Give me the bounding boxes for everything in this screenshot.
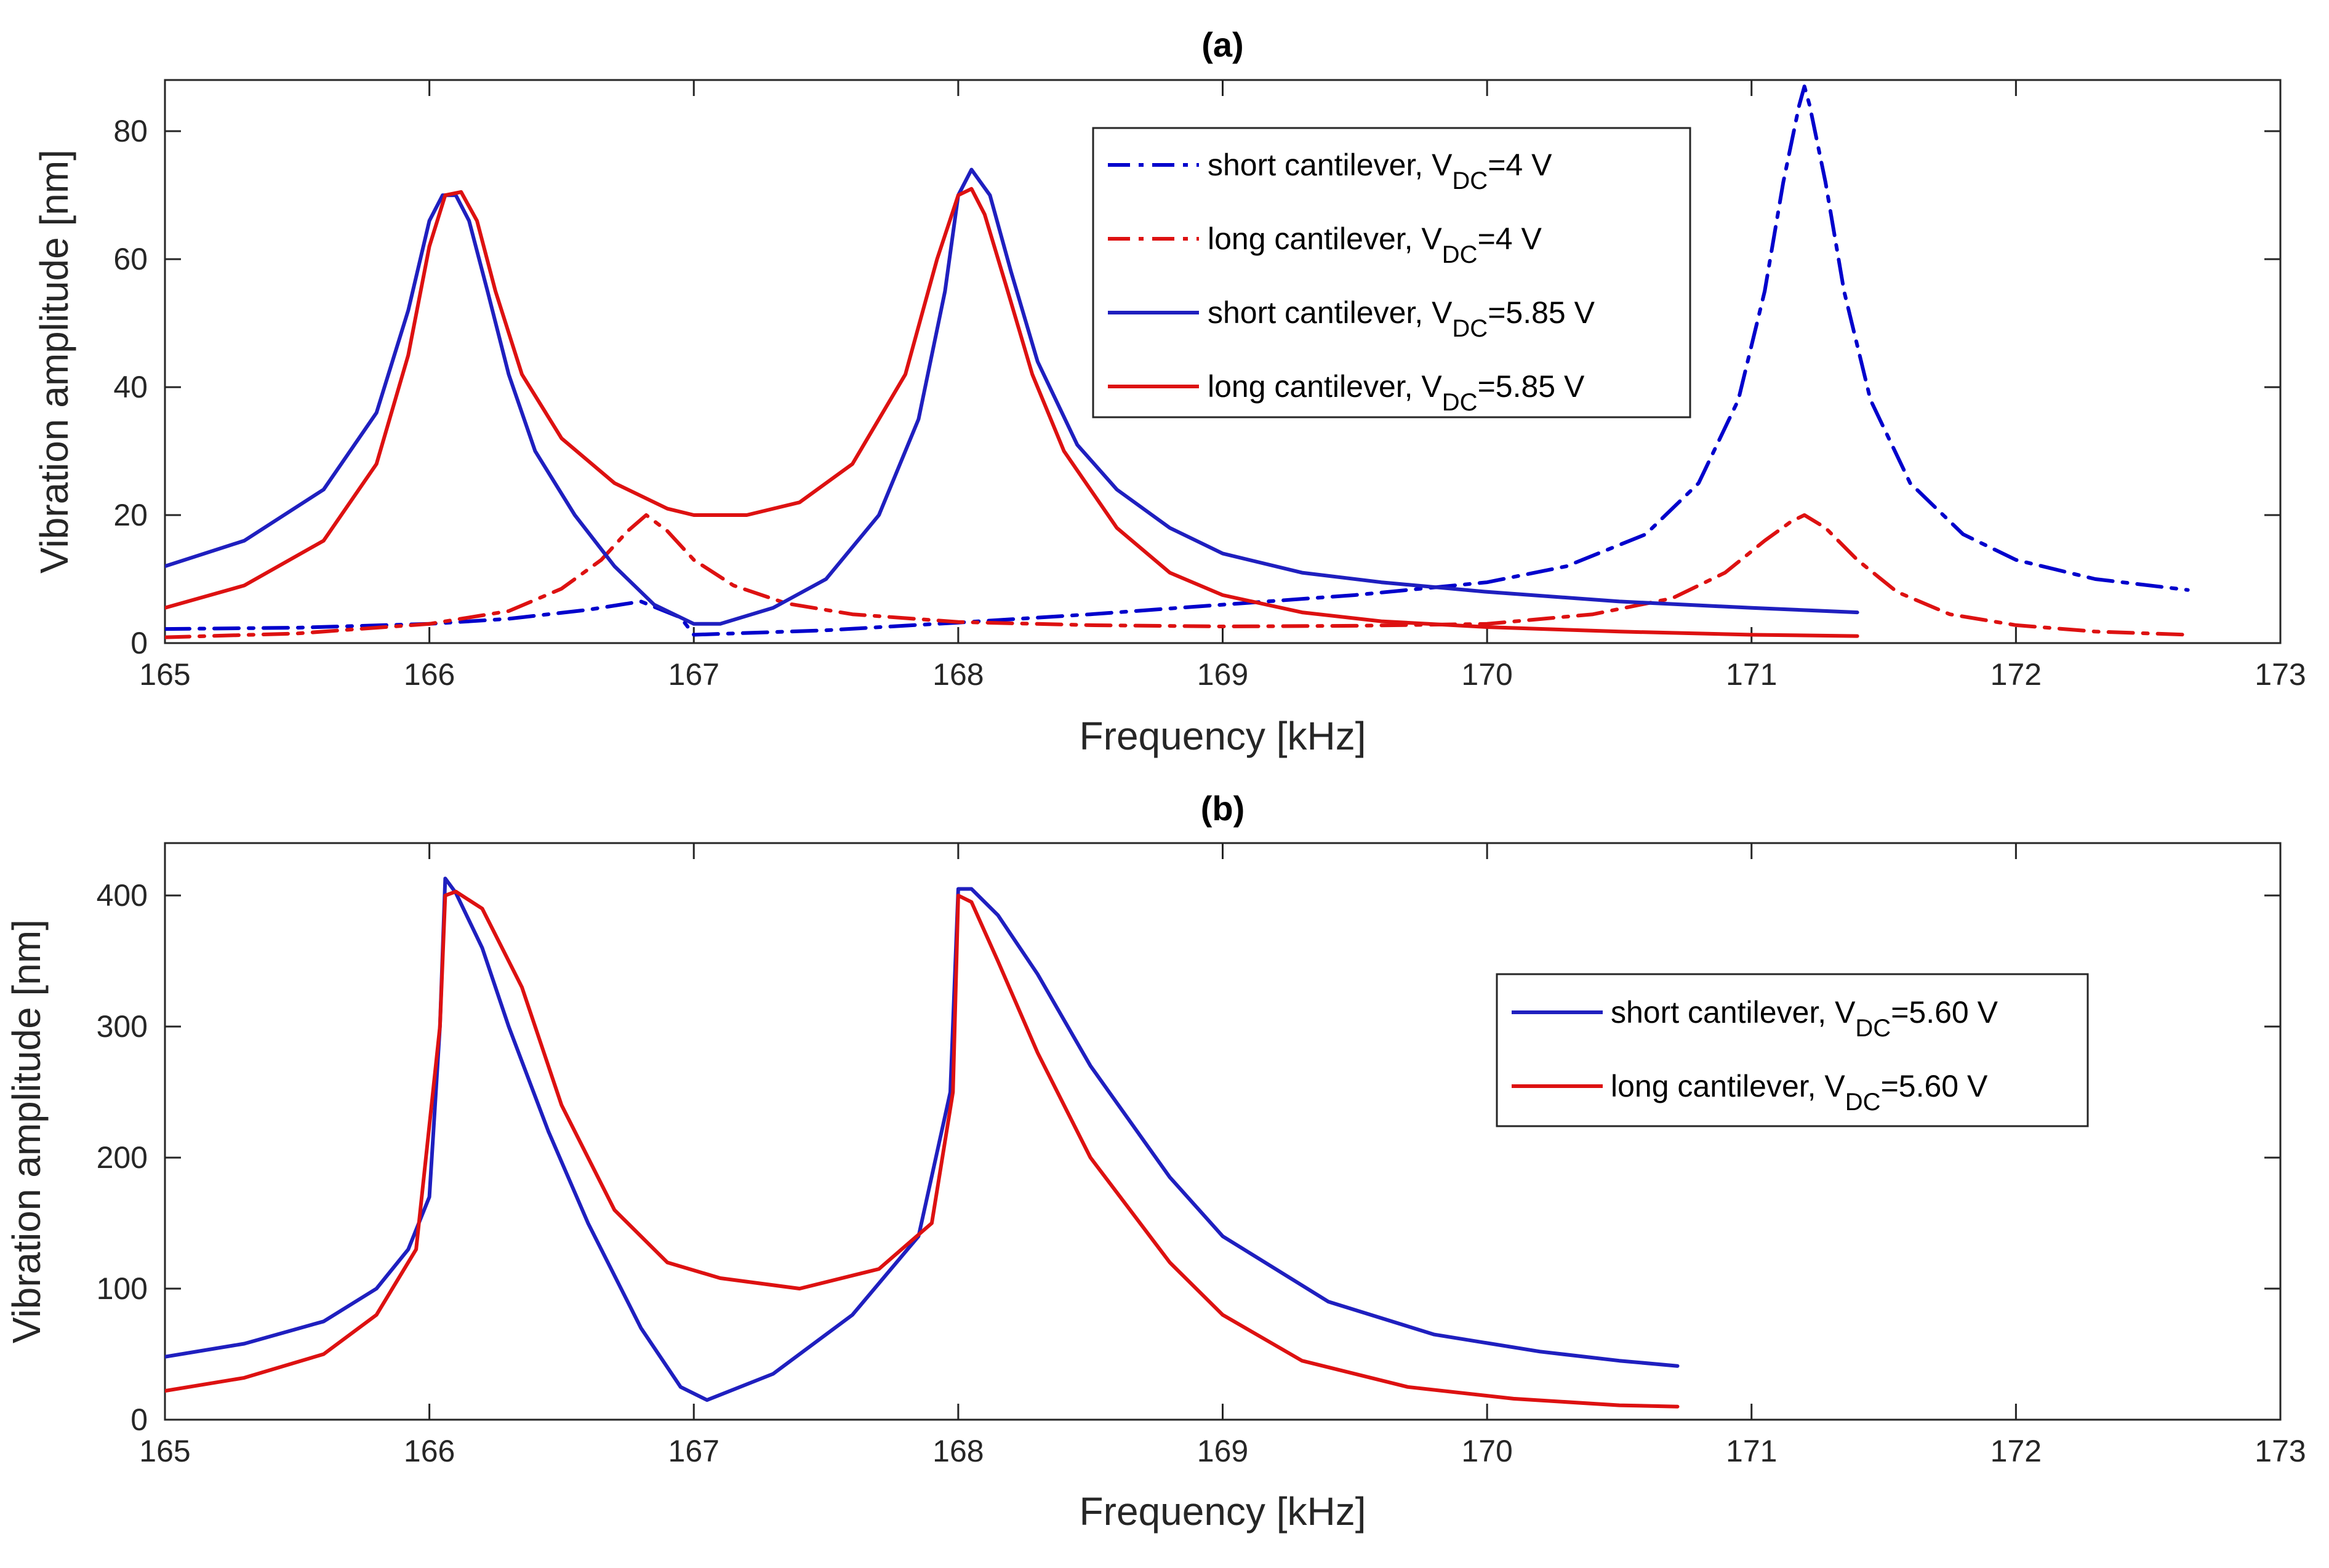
legend-box (1496, 973, 2089, 1127)
legend-label-tail: =4 V (1488, 148, 1552, 182)
x-tick-label: 167 (668, 1434, 720, 1468)
axes-frame (164, 842, 2282, 1421)
chart-title: (a) (1201, 25, 1243, 64)
legend-label-main: long cantilever, V (1208, 222, 1442, 256)
legend-label-tail: =5.85 V (1488, 295, 1595, 330)
legend-label-main: short cantilever, V (1208, 295, 1453, 330)
y-tick-label: 60 (113, 242, 148, 276)
legend-label: long cantilever, VDC=5.85 V (1208, 369, 1585, 416)
x-tick-label: 171 (1726, 657, 1777, 692)
series-line-3 (165, 167, 1859, 626)
y-tick-label: 400 (97, 878, 148, 913)
legend-label: short cantilever, VDC=5.60 V (1611, 995, 1998, 1042)
series-line-2 (165, 889, 1680, 1409)
x-axis-label: Frequency [kHz] (1080, 1489, 1366, 1534)
x-tick-label: 170 (1461, 657, 1512, 692)
y-tick-label: 100 (97, 1271, 148, 1306)
series-line-1 (165, 84, 2190, 637)
legend-label-subscript: DC (1452, 167, 1488, 194)
legend-label-subscript: DC (1442, 241, 1478, 268)
y-axis-label: Vibration amplitude [nm] (4, 919, 49, 1343)
x-tick-label: 173 (2255, 1434, 2306, 1468)
x-tick-label: 172 (1990, 1434, 2042, 1468)
x-tick-label: 166 (404, 1434, 455, 1468)
x-axis-label: Frequency [kHz] (1080, 714, 1366, 758)
y-tick-label: 200 (97, 1140, 148, 1175)
x-tick-label: 171 (1726, 1434, 1777, 1468)
subplot-b: 165 166 167 168 169 170 171 172 173 0 100 200 300 400… (4, 789, 2306, 1534)
y-tick-label: 0 (130, 1402, 148, 1437)
legend-label-tail: =5.85 V (1478, 369, 1585, 404)
x-tick-label: 167 (668, 657, 720, 692)
x-tick-label: 165 (139, 657, 190, 692)
legend-label-subscript: DC (1855, 1015, 1891, 1042)
chart-title: (b) (1201, 789, 1245, 828)
legend-box (1092, 127, 1691, 418)
y-tick-label: 300 (97, 1009, 148, 1044)
y-tick-label: 40 (113, 370, 148, 404)
legend-label-main: long cantilever, V (1208, 369, 1442, 404)
series-line-2 (165, 513, 2190, 639)
y-axis-label: Vibration amplitude [nm] (32, 150, 76, 574)
x-tick-label: 165 (139, 1434, 190, 1468)
x-tick-label: 169 (1197, 1434, 1248, 1468)
legend-label: long cantilever, VDC=4 V (1208, 222, 1542, 268)
legend-label-main: short cantilever, V (1208, 148, 1453, 182)
legend-label-subscript: DC (1452, 315, 1488, 342)
legend-label-tail: =5.60 V (1891, 995, 1998, 1030)
x-tick-label: 173 (2255, 657, 2306, 692)
x-tick-label: 169 (1197, 657, 1248, 692)
legend-label-tail: =4 V (1478, 222, 1542, 256)
y-tick-label: 80 (113, 114, 148, 148)
legend-label-subscript: DC (1845, 1089, 1881, 1116)
legend-label: short cantilever, VDC=5.85 V (1208, 295, 1595, 342)
series-line-4 (165, 186, 1859, 638)
legend-label-main: short cantilever, V (1611, 995, 1856, 1030)
x-tick-label: 168 (932, 1434, 984, 1468)
x-tick-label: 172 (1990, 657, 2042, 692)
legend-label: short cantilever, VDC=4 V (1208, 148, 1552, 194)
legend-label: long cantilever, VDC=5.60 V (1611, 1069, 1988, 1116)
y-tick-label: 0 (130, 626, 148, 660)
x-tick-label: 168 (932, 657, 984, 692)
legend-label-tail: =5.60 V (1881, 1069, 1988, 1103)
y-tick-label: 20 (113, 498, 148, 532)
series-line-1 (165, 876, 1680, 1402)
subplot-a: 165 166 167 168 169 170 171 172 173 0 20 40 60 80 (a) F… (32, 25, 2306, 758)
legend-label-subscript: DC (1442, 389, 1478, 416)
legend-label-main: long cantilever, V (1611, 1069, 1845, 1103)
x-tick-label: 170 (1461, 1434, 1512, 1468)
x-tick-label: 166 (404, 657, 455, 692)
